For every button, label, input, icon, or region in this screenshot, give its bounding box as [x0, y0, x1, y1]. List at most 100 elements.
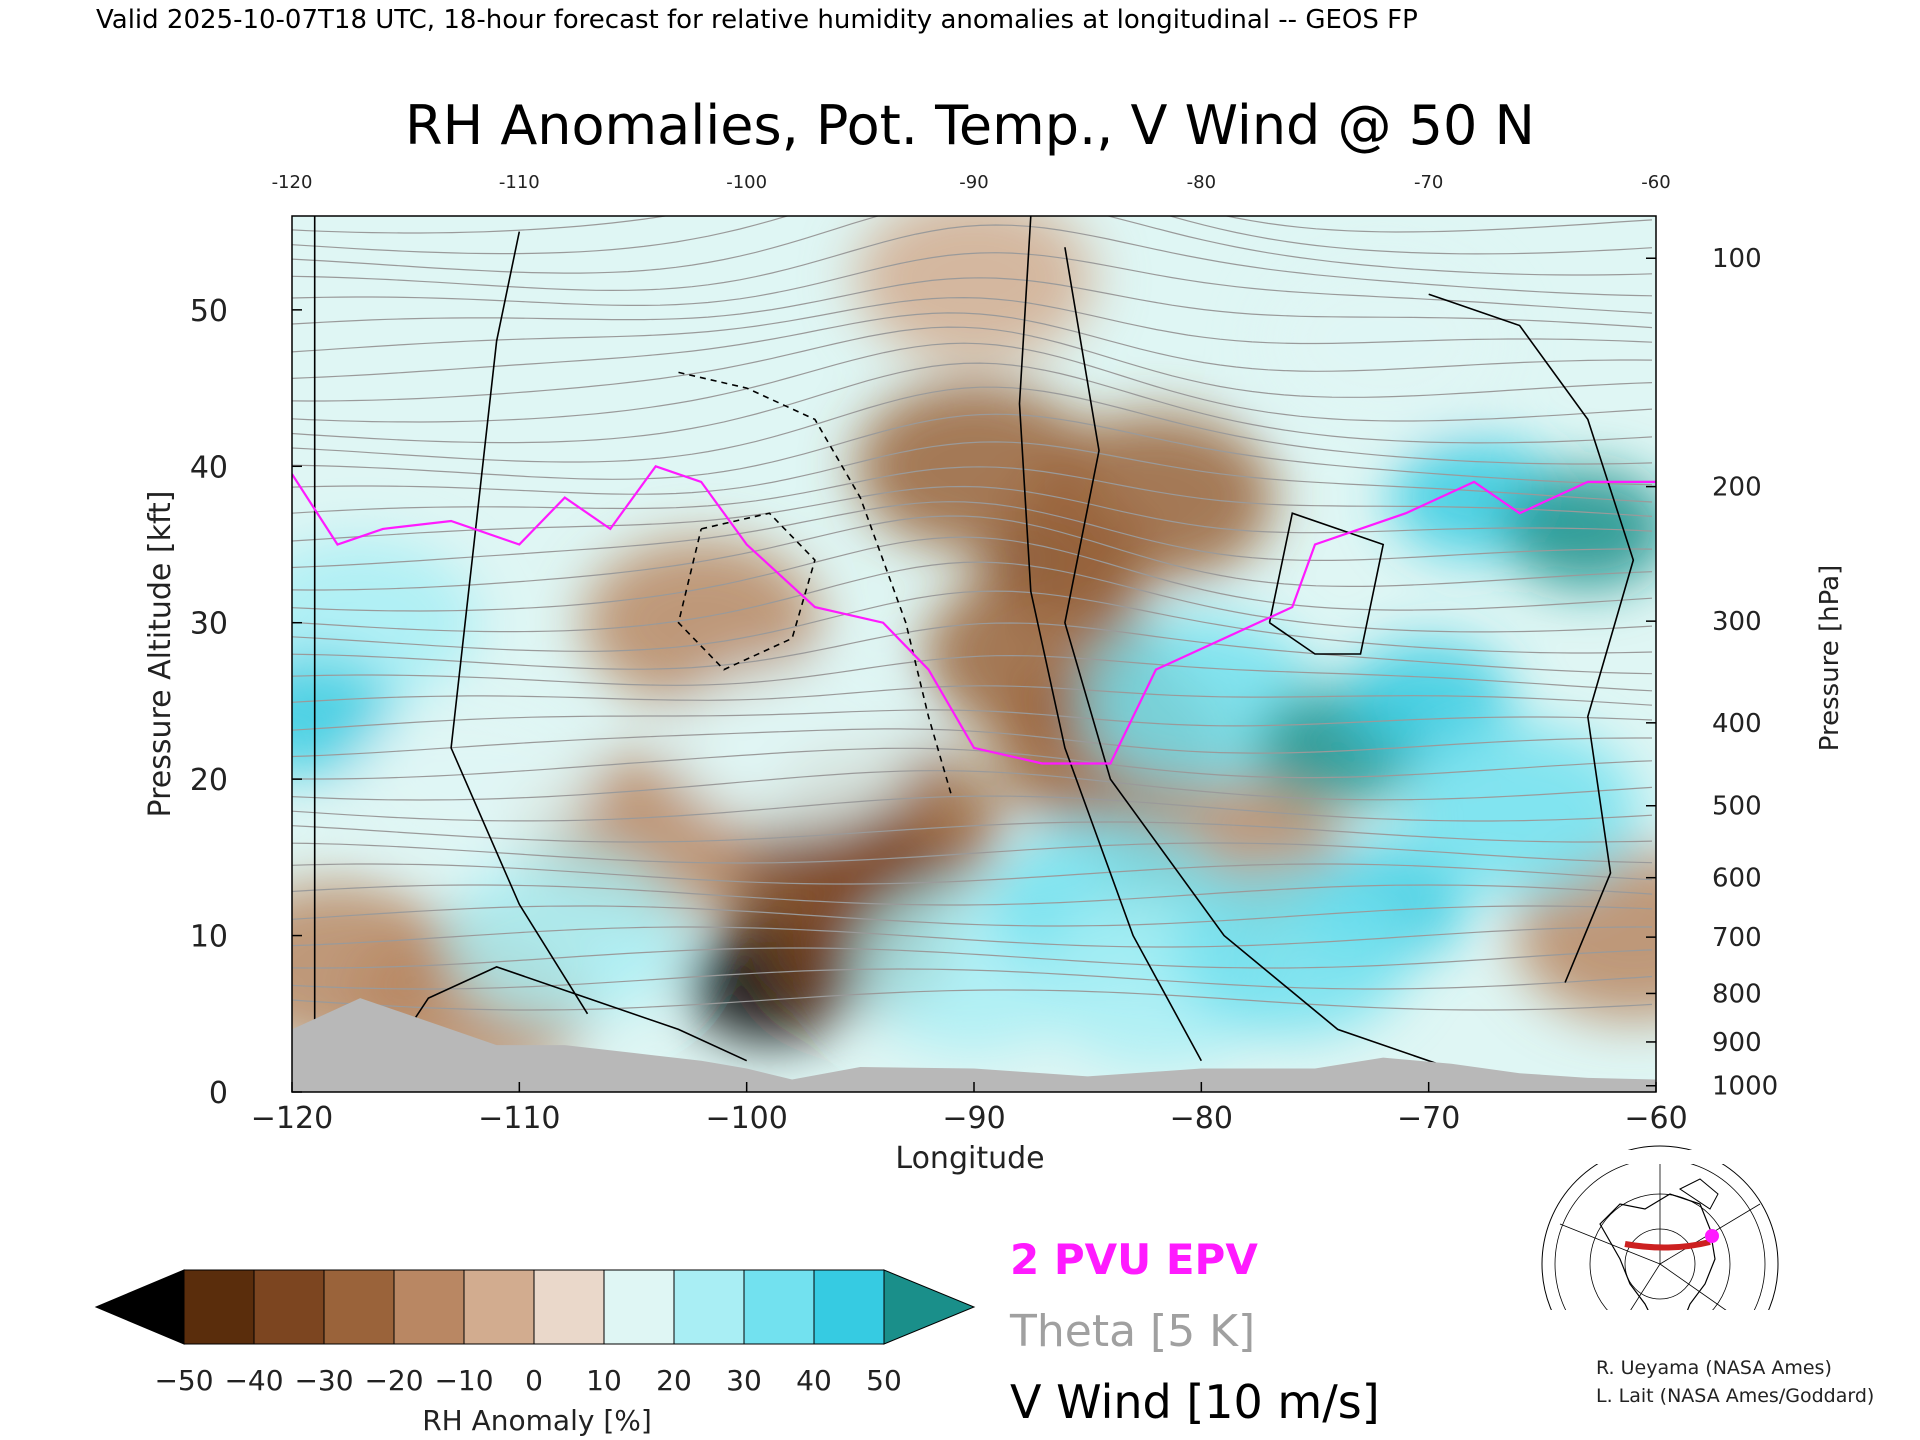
- section-line: [1624, 1239, 1711, 1251]
- colorbar-box: [603, 1269, 675, 1345]
- top-tick-label: -100: [726, 172, 767, 193]
- plot-area: [291, 215, 1657, 1093]
- colorbar-tick-label: 10: [586, 1364, 622, 1397]
- theta-contour-line: [292, 413, 1653, 486]
- v-wind-contour-line: [1018, 216, 1203, 1062]
- chart-title: RH Anomalies, Pot. Temp., V Wind @ 50 N: [405, 94, 1535, 157]
- colorbar-box: [813, 1269, 885, 1345]
- theta-contour-line: [292, 216, 1653, 276]
- colorbar-box: [393, 1269, 465, 1345]
- x-tick-label: −110: [478, 1101, 560, 1136]
- theta-contour-line: [292, 863, 1653, 885]
- pressure-tick-label: 1000: [1712, 1072, 1778, 1102]
- colorbar-tick-label: −30: [294, 1364, 353, 1397]
- theta-contour-line: [292, 296, 1653, 353]
- y-tick-label: 10: [190, 920, 228, 955]
- colorbar: −50 −40 −30 −20 −10 0 10 20 30 40 50: [94, 1269, 976, 1397]
- theta-contour-line: [292, 536, 1653, 612]
- theta-contour-line: [292, 224, 1653, 297]
- rh-anomaly-blob: [1400, 725, 1639, 896]
- colorbar-box: [183, 1269, 255, 1345]
- y-tick-label: 40: [190, 450, 228, 485]
- theta-contour-line: [292, 654, 1653, 692]
- rh-anomaly-blob: [354, 694, 593, 865]
- theta-contour-line: [292, 622, 1653, 675]
- theta-contour-line: [292, 466, 1653, 517]
- v-wind-contour-line: [313, 216, 748, 1092]
- y-tick-label: 30: [190, 607, 228, 642]
- theta-contour-line: [292, 312, 1653, 379]
- theta-contour-line: [292, 926, 1652, 948]
- theta-contour-line: [292, 485, 1653, 542]
- top-tick-label: -110: [499, 172, 540, 193]
- terrain: [292, 998, 1656, 1092]
- legend-theta-label: Theta [5 K]: [1009, 1306, 1255, 1357]
- rh-anomaly-blob: [1344, 640, 1513, 761]
- colorbar-tick-label: 50: [866, 1364, 902, 1397]
- theta-contour-line: [292, 747, 1653, 780]
- theta-contour-line: [292, 770, 1653, 801]
- theta-contour-line: [292, 515, 1653, 591]
- colorbar-tick-label: −20: [364, 1364, 423, 1397]
- rh-anomaly-blob: [1264, 256, 1503, 427]
- y-axis-label-right: Pressure [hPa]: [1815, 565, 1845, 752]
- v-wind-contour-line: [677, 512, 816, 671]
- y-tick-label: 50: [190, 294, 228, 329]
- x-tick-label: −90: [942, 1101, 1005, 1136]
- x-tick-label: −80: [1170, 1101, 1233, 1136]
- colorbar-box: [323, 1269, 395, 1345]
- pv-contour-line: [292, 464, 1656, 765]
- theta-contour-line: [292, 968, 1653, 990]
- rh-anomaly-blob: [673, 662, 912, 833]
- rh-anomaly-blob: [1173, 866, 1412, 1037]
- colorbar-tick-label: −40: [224, 1364, 283, 1397]
- colorbar-box: [253, 1269, 325, 1345]
- pressure-tick-label: 400: [1712, 709, 1762, 739]
- x-tick-label: −100: [705, 1101, 787, 1136]
- theta-contour-line: [292, 728, 1652, 758]
- pressure-tick-label: 700: [1712, 923, 1762, 953]
- y-tick-label: 0: [209, 1076, 228, 1111]
- theta-contour-line: [292, 342, 1653, 423]
- colorbar-tick-label: −50: [154, 1364, 213, 1397]
- section-marker: [1705, 1229, 1719, 1243]
- theta-contour-line: [292, 326, 1653, 402]
- theta-contour-line: [292, 590, 1653, 654]
- theta-contour-line: [292, 252, 1653, 314]
- pressure-tick-label: 500: [1712, 792, 1762, 822]
- colorbar-tick-label: −10: [434, 1364, 493, 1397]
- rh-anomaly-blob: [1036, 412, 1275, 583]
- rh-anomaly-blob: [445, 850, 684, 1021]
- theta-contour-line: [292, 709, 1653, 731]
- y-tick-label: 20: [190, 763, 228, 798]
- colorbar-tick-label: 20: [656, 1364, 692, 1397]
- map-inset: [1541, 1145, 1780, 1390]
- pressure-tick-label: 800: [1712, 979, 1762, 1009]
- rh-anomaly-blob: [582, 537, 821, 708]
- colorbar-under-triangle: [94, 1269, 185, 1345]
- header-text: Valid 2025-10-07T18 UTC, 18-hour forecas…: [96, 5, 1418, 35]
- theta-contour-line: [292, 441, 1653, 503]
- y-axis-label-left: Pressure Altitude [kft]: [143, 491, 178, 818]
- theta-contour-line: [292, 386, 1653, 465]
- theta-contours: [292, 216, 1653, 1011]
- theta-contour-line: [292, 989, 1653, 1011]
- pv-contour: [292, 464, 1656, 765]
- v-wind-contour-line: [1428, 293, 1635, 983]
- v-wind-contour-line: [678, 371, 953, 796]
- axes: −120 -120 −110 -110 −100 -100 −90 -90 −80 -80 −70 -…: [190, 172, 1778, 1136]
- legend-wind-label: V Wind [10 m/s]: [1010, 1375, 1380, 1429]
- theta-contour-line: [292, 501, 1653, 569]
- theta-contour-line: [292, 362, 1653, 444]
- top-tick-label: -120: [272, 172, 313, 193]
- pressure-tick-label: 900: [1712, 1028, 1762, 1058]
- pressure-tick-label: 600: [1712, 864, 1762, 894]
- colorbar-over-triangle: [883, 1269, 976, 1345]
- colorbar-label: RH Anomaly [%]: [422, 1404, 652, 1437]
- credit-line-1: R. Ueyama (NASA Ames): [1596, 1357, 1832, 1379]
- theta-contour-line: [292, 216, 1653, 255]
- v-wind-contour-line: [1268, 512, 1385, 655]
- legend: 2 PVU EPV Theta [5 K] V Wind [10 m/s]: [1009, 1235, 1380, 1429]
- theta-contour-line: [292, 277, 1653, 329]
